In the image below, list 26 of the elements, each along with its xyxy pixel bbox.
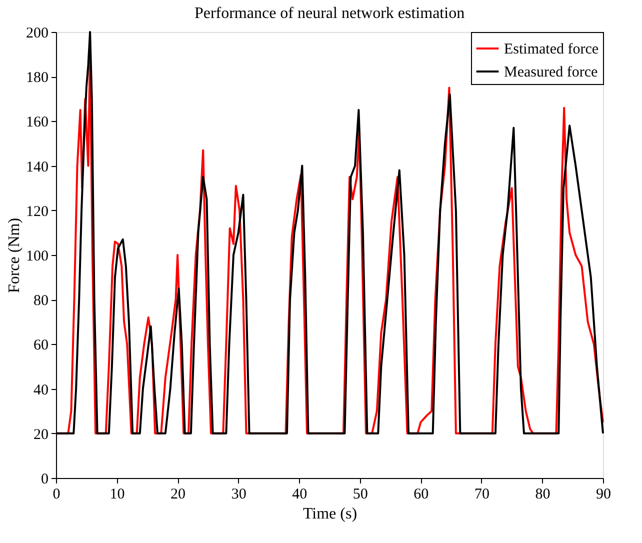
x-tick-label: 30 [231, 486, 246, 502]
y-tick-label: 80 [34, 293, 48, 310]
x-tick-label: 80 [535, 486, 550, 502]
y-tick-label: 200 [26, 26, 48, 42]
y-tick-label: 100 [26, 248, 48, 264]
chart-title: Performance of neural network estimation [194, 5, 465, 22]
x-axis-title: Time (s) [302, 506, 358, 522]
y-tick-label: 20 [34, 426, 48, 443]
y-axis-title: Force (Nm) [6, 218, 23, 294]
y-tick-label: 120 [26, 204, 48, 220]
x-tick-label: 70 [474, 486, 490, 502]
y-tick-label: 40 [34, 382, 48, 398]
legend-label: Measured force [504, 64, 598, 80]
x-tick-label: 10 [110, 486, 125, 502]
y-tick-label: 140 [26, 159, 48, 176]
y-tick-label: 160 [26, 114, 48, 131]
y-tick-label: 180 [26, 70, 48, 86]
x-tick-label: 0 [52, 486, 60, 502]
x-tick-label: 50 [352, 486, 368, 502]
x-tick-label: 90 [596, 486, 611, 502]
y-tick-label: 60 [34, 338, 48, 354]
legend-label: Estimated force [504, 42, 599, 58]
x-tick-label: 20 [170, 486, 186, 502]
x-tick-label: 60 [414, 486, 429, 502]
x-tick-label: 40 [292, 486, 308, 502]
y-tick-label: 0 [41, 472, 48, 488]
